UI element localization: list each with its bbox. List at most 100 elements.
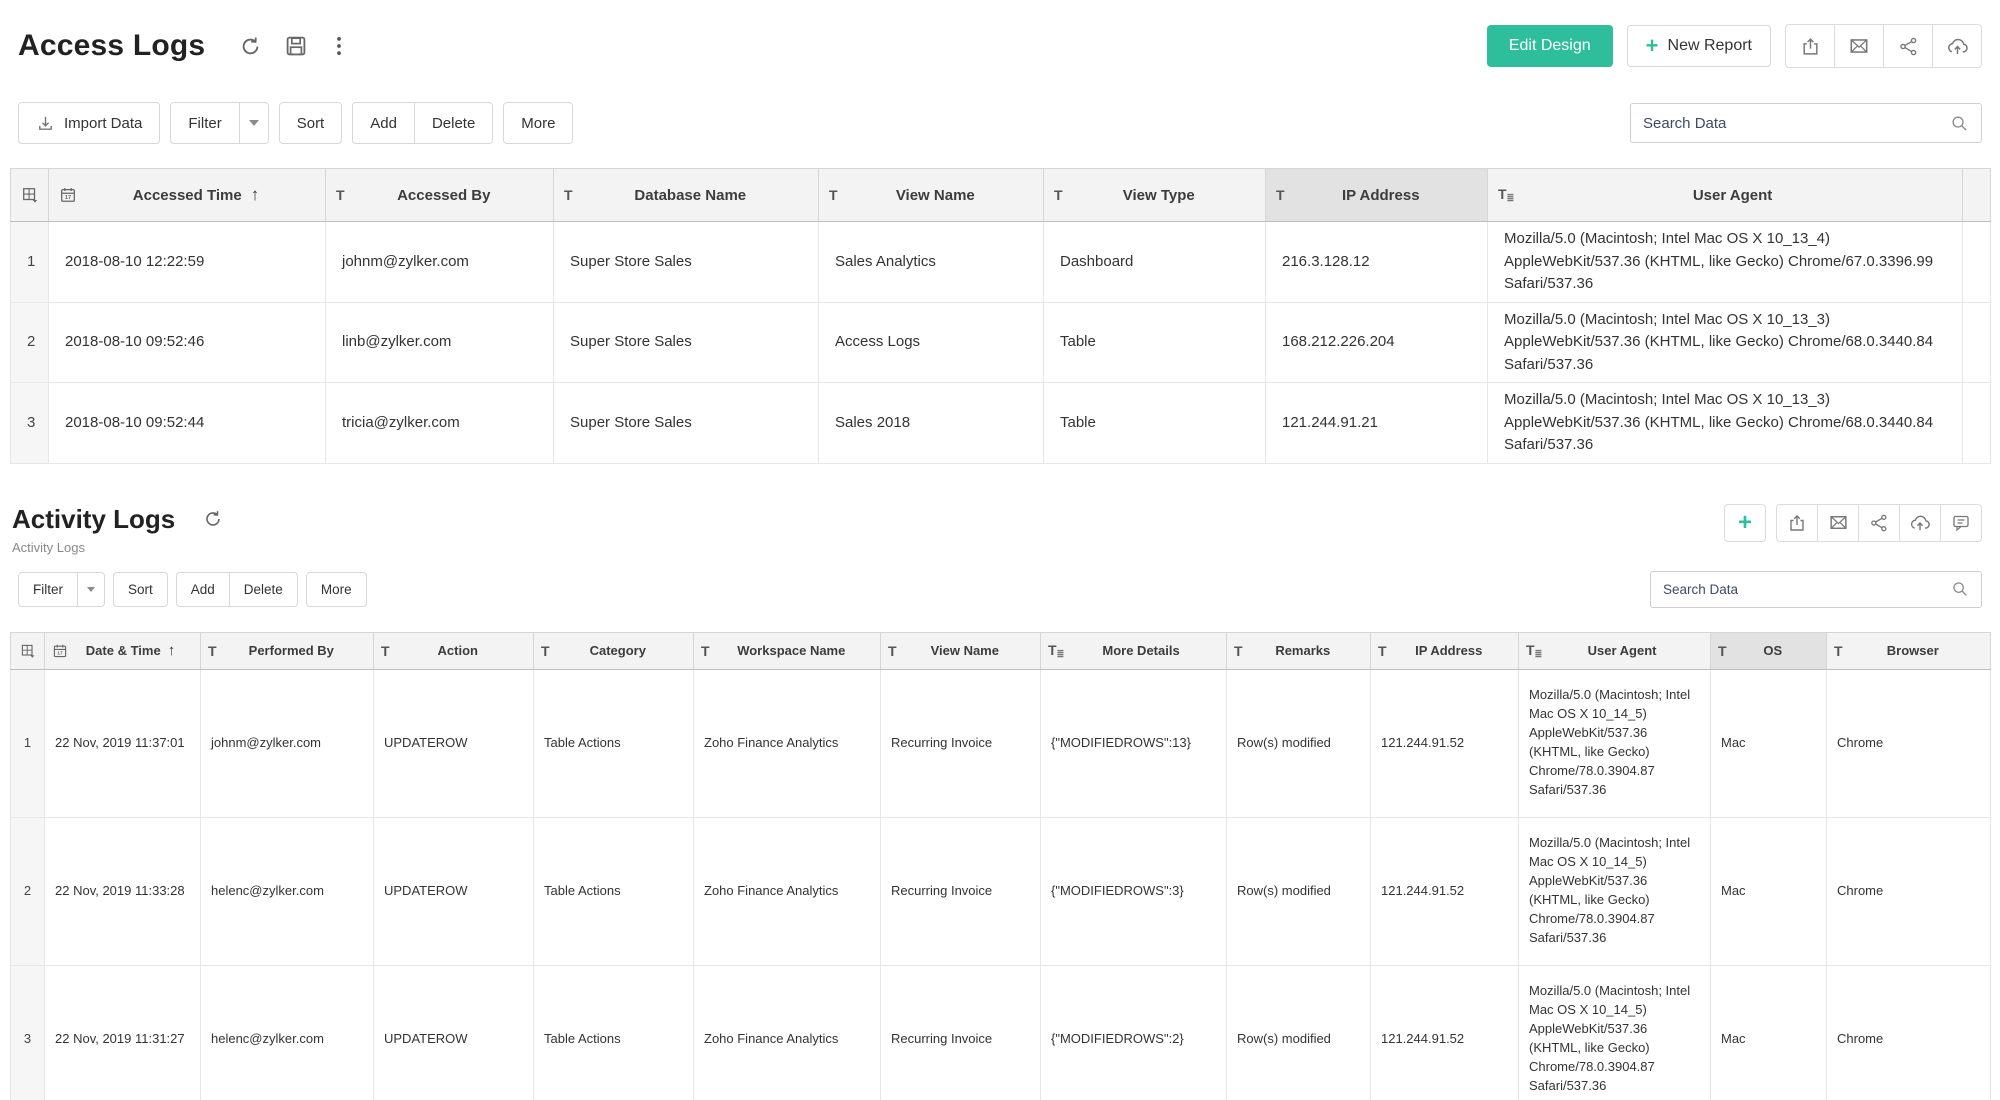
table-cell[interactable]: Super Store Sales	[554, 383, 819, 464]
table-cell[interactable]: {"MODIFIEDROWS":2}	[1041, 965, 1227, 1100]
filter-button[interactable]: Filter	[170, 102, 239, 144]
column-header-accessed-time[interactable]: 17 Accessed Time ↑	[49, 169, 326, 222]
table-cell[interactable]: Recurring Invoice	[881, 817, 1041, 965]
table-cell[interactable]: Mozilla/5.0 (Macintosh; Intel Mac OS X 1…	[1519, 965, 1711, 1100]
sort-button[interactable]: Sort	[279, 102, 343, 144]
email-button[interactable]	[1817, 504, 1859, 542]
table-cell[interactable]: UPDATEROW	[374, 817, 534, 965]
edit-design-button[interactable]: Edit Design	[1487, 25, 1613, 67]
table-cell[interactable]: 121.244.91.52	[1371, 965, 1519, 1100]
table-cell[interactable]: johnm@zylker.com	[326, 222, 554, 303]
column-header-os[interactable]: T OS	[1711, 632, 1827, 669]
table-cell[interactable]: Row(s) modified	[1227, 965, 1371, 1100]
filter-dropdown-button[interactable]	[78, 572, 105, 607]
table-cell[interactable]: Recurring Invoice	[881, 965, 1041, 1100]
column-header-user-agent[interactable]: T≣ User Agent	[1519, 632, 1711, 669]
delete-button[interactable]: Delete	[229, 572, 298, 607]
table-cell[interactable]: 121.244.91.52	[1371, 669, 1519, 817]
table-cell[interactable]: 168.212.226.204	[1266, 302, 1488, 383]
table-cell[interactable]: johnm@zylker.com	[201, 669, 374, 817]
export-button[interactable]	[1785, 24, 1835, 68]
table-cell[interactable]: Table	[1044, 383, 1266, 464]
column-header-more-details[interactable]: T≣ More Details	[1041, 632, 1227, 669]
table-cell[interactable]: Table	[1044, 302, 1266, 383]
cloud-upload-button[interactable]	[1932, 24, 1982, 68]
table-cell[interactable]: Zoho Finance Analytics	[694, 669, 881, 817]
table-cell[interactable]: Access Logs	[819, 302, 1044, 383]
table-cell[interactable]: Chrome	[1827, 817, 1991, 965]
table-cell[interactable]: Zoho Finance Analytics	[694, 965, 881, 1100]
table-cell[interactable]: Mozilla/5.0 (Macintosh; Intel Mac OS X 1…	[1488, 383, 1963, 464]
column-header-user-agent[interactable]: T≣ User Agent	[1488, 169, 1963, 222]
more-button[interactable]: More	[503, 102, 573, 144]
comments-button[interactable]	[1940, 504, 1982, 542]
row-selector-header[interactable]	[11, 169, 49, 222]
table-cell[interactable]: Mozilla/5.0 (Macintosh; Intel Mac OS X 1…	[1519, 669, 1711, 817]
table-cell[interactable]: 22 Nov, 2019 11:37:01	[45, 669, 201, 817]
row-number[interactable]: 2	[11, 302, 49, 383]
filter-dropdown-button[interactable]	[240, 102, 269, 144]
table-cell[interactable]: Row(s) modified	[1227, 669, 1371, 817]
table-cell[interactable]: helenc@zylker.com	[201, 817, 374, 965]
column-header-date-time[interactable]: 17 Date & Time ↑	[45, 632, 201, 669]
column-header-view-type[interactable]: T View Type	[1044, 169, 1266, 222]
column-header-workspace-name[interactable]: T Workspace Name	[694, 632, 881, 669]
row-number[interactable]: 1	[11, 222, 49, 303]
import-data-button[interactable]: Import Data	[18, 102, 160, 144]
table-cell[interactable]: Chrome	[1827, 965, 1991, 1100]
table-cell[interactable]: 22 Nov, 2019 11:33:28	[45, 817, 201, 965]
table-cell[interactable]: 2018-08-10 09:52:46	[49, 302, 326, 383]
table-cell[interactable]: Chrome	[1827, 669, 1991, 817]
share-button[interactable]	[1883, 24, 1933, 68]
table-cell[interactable]: 121.244.91.21	[1266, 383, 1488, 464]
cloud-upload-button[interactable]	[1899, 504, 1941, 542]
table-cell[interactable]: Zoho Finance Analytics	[694, 817, 881, 965]
table-cell[interactable]: UPDATEROW	[374, 669, 534, 817]
delete-button[interactable]: Delete	[414, 102, 493, 144]
refresh-button[interactable]	[239, 35, 262, 58]
row-selector-header[interactable]	[11, 632, 45, 669]
column-header-view-name[interactable]: T View Name	[819, 169, 1044, 222]
table-cell[interactable]: Mozilla/5.0 (Macintosh; Intel Mac OS X 1…	[1488, 302, 1963, 383]
table-cell[interactable]: tricia@zylker.com	[326, 383, 554, 464]
save-button[interactable]	[284, 34, 308, 58]
column-header-accessed-by[interactable]: T Accessed By	[326, 169, 554, 222]
table-cell[interactable]: Super Store Sales	[554, 222, 819, 303]
table-cell[interactable]: Mac	[1711, 669, 1827, 817]
row-number[interactable]: 1	[11, 669, 45, 817]
column-header-browser[interactable]: T Browser	[1827, 632, 1991, 669]
refresh-button[interactable]	[203, 509, 223, 529]
column-header-ip-address[interactable]: T IP Address	[1371, 632, 1519, 669]
column-header-performed-by[interactable]: T Performed By	[201, 632, 374, 669]
email-button[interactable]	[1834, 24, 1884, 68]
row-number[interactable]: 2	[11, 817, 45, 965]
column-header-database-name[interactable]: T Database Name	[554, 169, 819, 222]
sort-button[interactable]: Sort	[113, 572, 168, 607]
table-cell[interactable]: 216.3.128.12	[1266, 222, 1488, 303]
table-cell[interactable]: Mozilla/5.0 (Macintosh; Intel Mac OS X 1…	[1488, 222, 1963, 303]
add-view-button[interactable]: +	[1724, 504, 1766, 542]
table-cell[interactable]: helenc@zylker.com	[201, 965, 374, 1100]
column-header-view-name[interactable]: T View Name	[881, 632, 1041, 669]
more-options-button[interactable]	[330, 35, 348, 57]
table-cell[interactable]: 2018-08-10 12:22:59	[49, 222, 326, 303]
table-cell[interactable]: {"MODIFIEDROWS":13}	[1041, 669, 1227, 817]
table-cell[interactable]: Mac	[1711, 965, 1827, 1100]
table-cell[interactable]: Table Actions	[534, 965, 694, 1100]
table-cell[interactable]: {"MODIFIEDROWS":3}	[1041, 817, 1227, 965]
new-report-button[interactable]: + New Report	[1627, 25, 1771, 67]
row-number[interactable]: 3	[11, 965, 45, 1100]
table-cell[interactable]: Sales 2018	[819, 383, 1044, 464]
table-cell[interactable]: Recurring Invoice	[881, 669, 1041, 817]
add-button[interactable]: Add	[352, 102, 415, 144]
table-cell[interactable]: Table Actions	[534, 817, 694, 965]
row-number[interactable]: 3	[11, 383, 49, 464]
table-cell[interactable]: 22 Nov, 2019 11:31:27	[45, 965, 201, 1100]
export-button[interactable]	[1776, 504, 1818, 542]
search-input[interactable]	[1643, 115, 1950, 132]
add-button[interactable]: Add	[176, 572, 230, 607]
table-cell[interactable]: Super Store Sales	[554, 302, 819, 383]
table-cell[interactable]: Mac	[1711, 817, 1827, 965]
share-button[interactable]	[1858, 504, 1900, 542]
table-cell[interactable]: Sales Analytics	[819, 222, 1044, 303]
